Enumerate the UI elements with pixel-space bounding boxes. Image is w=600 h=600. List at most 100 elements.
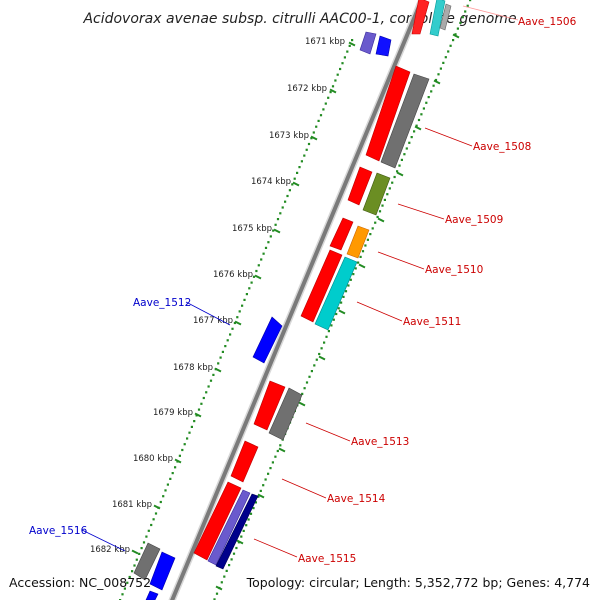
ring-dot (310, 370, 313, 373)
ring-dot (250, 281, 253, 284)
ring-dot (439, 67, 442, 70)
ring-dot (335, 312, 338, 316)
gene-arrow[interactable] (411, 0, 430, 35)
gene-arrow-aave-1513[interactable] (268, 387, 303, 441)
ring-dot (276, 449, 279, 453)
gene-arrow-aave-1514[interactable] (230, 440, 259, 483)
gene-arrow[interactable] (347, 166, 373, 206)
gene-label[interactable]: Aave_1512 (133, 297, 191, 309)
ring-dot (225, 569, 228, 572)
ring-dot (469, 0, 472, 2)
ring-dot (121, 593, 124, 596)
gene-arrow-aave-1508-left[interactable] (365, 65, 411, 162)
ring-dot (449, 44, 452, 47)
gene-arrow[interactable] (439, 3, 452, 31)
gene-label[interactable]: Aave_1513 (351, 436, 409, 448)
ruler-tick (131, 549, 139, 555)
ruler-scale: 1671 kbp 1672 kbp 1673 kbp 1674 kbp 1675… (90, 33, 460, 591)
ring-dot (223, 575, 226, 578)
ring-dot (434, 78, 438, 82)
ring-dot (298, 166, 301, 169)
ring-dot (341, 62, 344, 65)
ring-dot (425, 101, 428, 104)
ring-dot (427, 96, 430, 99)
gene-label[interactable]: Aave_1508 (473, 141, 531, 153)
ring-dot (224, 345, 227, 348)
gene-arrow-aave-1516[interactable] (133, 542, 161, 581)
ring-dot (171, 472, 174, 475)
ring-dot (303, 387, 306, 390)
gene-arrow[interactable] (300, 249, 343, 323)
ring-dot (376, 215, 379, 219)
gene-arrow-aave-1511[interactable] (314, 256, 358, 331)
ring-dot (200, 402, 203, 405)
gene-label[interactable]: Aave_1515 (298, 553, 356, 565)
gene-arrow[interactable] (253, 380, 286, 431)
ring-dot (183, 443, 186, 446)
ring-dot (405, 147, 408, 150)
gene-arrow-aave-1515[interactable] (215, 493, 259, 570)
ring-dot (205, 391, 208, 394)
ring-dot (366, 238, 369, 241)
ring-dot (415, 124, 418, 127)
ring-dot (271, 461, 274, 464)
gene-arrow[interactable] (375, 35, 392, 57)
ring-dot (452, 39, 455, 42)
kbp-label: 1671 kbp (305, 37, 345, 47)
ruler-tick (254, 274, 262, 280)
gene-arrow[interactable] (145, 590, 159, 600)
gene-arrow-aave-1509[interactable] (362, 172, 391, 216)
ring-dot (202, 396, 205, 400)
ring-dot (245, 293, 248, 296)
ring-dot (267, 241, 270, 244)
ring-dot (235, 546, 238, 550)
ring-dot (259, 489, 262, 492)
ring-dot (420, 113, 423, 116)
ring-dot (393, 175, 396, 179)
ring-dot (466, 4, 469, 7)
ring-dot (178, 454, 181, 457)
ring-dot (447, 50, 450, 53)
gene-arrow[interactable] (329, 217, 354, 251)
ring-dot (252, 507, 255, 510)
gene-label[interactable]: Aave_1516 (29, 525, 88, 537)
gene-label[interactable]: Aave_1510 (425, 264, 483, 276)
ruler-tick (338, 309, 346, 315)
gene-label[interactable]: Aave_1506 (518, 16, 577, 28)
ring-dot (296, 171, 299, 174)
ring-dot (444, 56, 447, 59)
gene-arrow[interactable] (149, 551, 176, 591)
gene-label[interactable]: Aave_1509 (445, 214, 503, 226)
ring-dot (147, 529, 150, 532)
ring-dot (217, 362, 220, 365)
gene-label[interactable]: Aave_1514 (327, 493, 386, 505)
ring-dot (154, 512, 158, 515)
ring-dot (293, 177, 296, 180)
gene-arrow-aave-1510[interactable] (346, 225, 370, 259)
gene-arrow[interactable] (193, 481, 242, 561)
ruler-tick (236, 539, 244, 545)
gene-arrow-aave-1508[interactable] (380, 73, 430, 169)
ring-dot (432, 84, 435, 87)
gene-arrow-aave-1512[interactable] (252, 316, 283, 364)
kbp-label: 1673 kbp (269, 131, 309, 141)
ring-dot (317, 119, 320, 122)
ring-dot (236, 316, 239, 319)
ring-dot (219, 356, 222, 359)
ruler-tick (278, 447, 286, 453)
gene-arrow[interactable] (207, 489, 251, 566)
ring-dot (267, 472, 270, 475)
ring-dot (286, 194, 289, 198)
gene-label[interactable]: Aave_1511 (403, 316, 461, 328)
ring-dot (347, 284, 350, 287)
ring-dot (359, 255, 362, 258)
ring-dot (207, 385, 210, 388)
ring-dot (348, 44, 351, 47)
gene-arrow[interactable] (429, 0, 446, 37)
ring-dot (305, 148, 308, 151)
ring-dot (322, 108, 325, 111)
gene-arrow[interactable] (359, 31, 377, 55)
ring-dot (260, 258, 263, 261)
ring-dot (213, 598, 216, 600)
